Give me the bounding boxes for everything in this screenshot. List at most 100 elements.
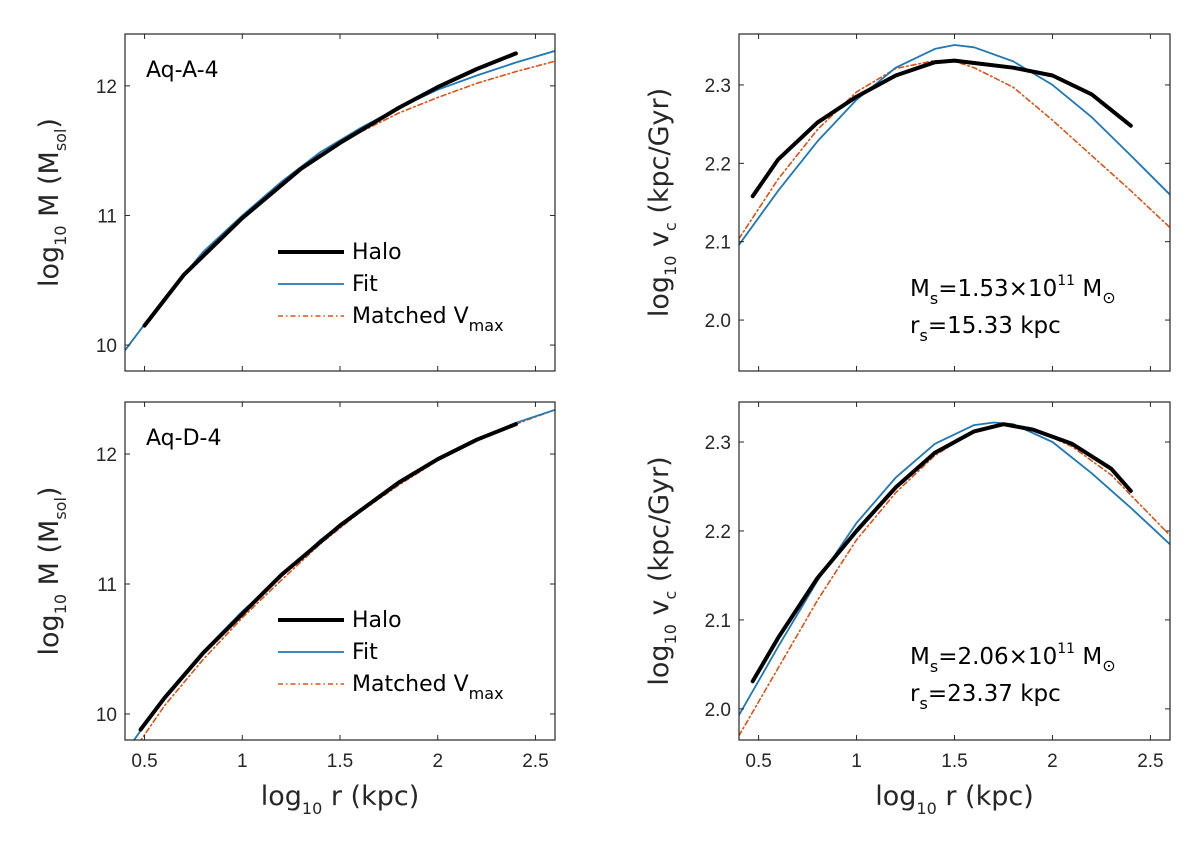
- panel-top-right-ytick-label: 2.3: [705, 76, 731, 97]
- panel-bottom-left-title: Aq-D-4: [146, 426, 221, 451]
- panel-bottom-right-xlabel-r: r (kpc): [937, 781, 1034, 812]
- panel-top-right-ylabel-units: (kpc/Gyr): [644, 88, 675, 222]
- panel-top-left-legend-sub: max: [469, 316, 504, 335]
- panel-bottom-left-legend-text-fit: Fit: [352, 640, 378, 665]
- panel-bottom-right-ytick-label: 2.0: [705, 700, 731, 721]
- panel-bottom-right-ylabel: log10 vc (kpc/Gyr): [644, 456, 680, 685]
- panel-bottom-right-xlabel-sub: 10: [916, 799, 936, 818]
- panel-bottom-right-ylabel-sub: 10: [661, 624, 680, 644]
- panel-top-right-ann-rs-prefix: r: [910, 313, 920, 339]
- panel-bottom-left-ytick-label: 12: [96, 445, 117, 466]
- panel-bottom-right-xlabel: log10 r (kpc): [875, 781, 1033, 818]
- panel-top-left-legend-label-halo: Halo: [352, 240, 402, 265]
- panel-bottom-right-ann-ms-value: =2.06×10: [938, 644, 1057, 670]
- panel-top-left-ylabel: log10 M (Msol): [34, 118, 70, 287]
- panel-bottom-left-ylabel-close: ): [34, 487, 65, 498]
- panel-top-right-ytick-label: 2.1: [705, 233, 731, 254]
- panel-bottom-right-annotation-rs: rs=23.37 kpc: [910, 681, 1061, 713]
- panel-top-right-annotation-rs: rs=15.33 kpc: [910, 313, 1061, 345]
- panel-bottom-right-series: [739, 421, 1170, 737]
- panel-bottom-left-ytick-label: 10: [96, 705, 117, 726]
- panel-bottom-right-ann-rs-sub: s: [919, 694, 927, 713]
- panel-top-left-ylabel-sub: 10: [51, 225, 70, 245]
- panel-bottom-left-legend-label-halo: Halo: [352, 608, 402, 633]
- panel-top-right-ann-ms-exp: 11: [1057, 273, 1075, 289]
- panel-top-right-ytick-label: 2.2: [705, 154, 731, 175]
- panel-top-right-ann-ms-prefix: M: [910, 276, 930, 302]
- panel-bottom-left-ylabel-m: M (M: [34, 520, 65, 594]
- panel-top-right-ann-ms-value: =1.53×10: [938, 276, 1057, 302]
- panel-bottom-right-xlabel-log: log: [875, 781, 916, 812]
- panel-top-left-ylabel-log: log: [34, 246, 65, 287]
- panel-bottom-right-annotation-ms: Ms=2.06×1011 M⊙: [910, 641, 1116, 676]
- panel-bottom-left-legend-sub: max: [469, 684, 504, 703]
- panel-bottom-left-ytick-label: 11: [97, 575, 117, 596]
- panel-top-left-ytick-label: 12: [96, 77, 117, 98]
- panel-bottom-right-ytick-label: 2.2: [705, 522, 731, 543]
- panel-top-right-ylabel-v: v: [644, 231, 675, 256]
- panel-bottom-left-xtick-label: 0.5: [131, 751, 157, 772]
- panel-bottom-left-xtick-label: 2.5: [522, 751, 548, 772]
- panel-top-right-ann-ms-sym: ⊙: [1102, 288, 1115, 307]
- panel-bottom-left-ylabel-sub: 10: [51, 594, 70, 614]
- panel-top-right-line-halo: [750, 58, 1133, 199]
- panel-bottom-left-legend-text-matched: Matched V: [352, 672, 469, 697]
- panel-top-right-ylabel-log: log: [644, 276, 675, 317]
- panel-bottom-right-ann-ms-sub: s: [930, 657, 938, 676]
- panel-bottom-right-ann-rs-prefix: r: [910, 681, 920, 707]
- panel-top-right-ann-rs-value: =15.33 kpc: [928, 313, 1061, 339]
- panel-top-left-ylabel-sol: sol: [51, 129, 70, 152]
- panel-top-left-ytick-label: 11: [97, 206, 117, 227]
- panel-top-left-ytick-label: 10: [96, 336, 117, 357]
- panel-top-left-legend-text-fit: Fit: [352, 272, 378, 297]
- panel-top-left-legend-label-matched: Matched Vmax: [352, 304, 504, 335]
- panel-top-left-line-matched: [125, 60, 555, 352]
- panel-bottom-left-xlabel-log: log: [261, 781, 302, 812]
- panel-top-right-ytick-label: 2.0: [705, 311, 731, 332]
- panel-bottom-right-xtick-label: 1: [851, 751, 862, 772]
- panel-bottom-right-line-halo: [750, 422, 1133, 684]
- panel-top-right-ylabel-sub: 10: [661, 256, 680, 276]
- panel-top-left-ylabel-close: ): [34, 118, 65, 129]
- panel-top-left-series: [125, 50, 555, 352]
- panel-bottom-left-ylabel: log10 M (Msol): [34, 487, 70, 656]
- panel-top-left-legend-text-halo: Halo: [352, 240, 402, 265]
- panel-bottom-right-ann-ms-exp: 11: [1057, 641, 1075, 657]
- panel-bottom-right-ylabel-log: log: [644, 644, 675, 685]
- panel-top-left-title: Aq-A-4: [146, 58, 219, 83]
- panel-bottom-right-ytick-label: 2.1: [705, 611, 731, 632]
- panel-bottom-left-legend-label-fit: Fit: [352, 640, 378, 665]
- panel-top-right-line-matched: [739, 59, 1170, 240]
- panel-top-left-legend-text-matched: Matched V: [352, 304, 469, 329]
- panel-bottom-left-ylabel-sol: sol: [51, 497, 70, 520]
- panel-top-right-ann-ms-sub: s: [930, 289, 938, 308]
- panel-top-left-ylabel-m: M (M: [34, 151, 65, 225]
- panel-bottom-right-xtick-label: 2.5: [1137, 751, 1163, 772]
- panel-bottom-right-ylabel-units: (kpc/Gyr): [644, 456, 675, 590]
- panel-bottom-right-ylabel-v: v: [644, 600, 675, 625]
- panel-top-left-line-fit: [125, 50, 555, 352]
- panel-top-right-ylabel-c: c: [661, 222, 680, 231]
- panel-bottom-right-ann-ms-prefix: M: [910, 644, 930, 670]
- panel-bottom-left-xlabel-sub: 10: [302, 799, 322, 818]
- panel-bottom-right-ann-rs-value: =23.37 kpc: [928, 681, 1061, 707]
- panel-top-right-annotation-ms: Ms=1.53×1011 M⊙: [910, 273, 1116, 308]
- panel-bottom-left-xtick-label: 1.5: [327, 751, 353, 772]
- panel-top-right-ylabel: log10 vc (kpc/Gyr): [644, 88, 680, 317]
- panel-top-right-series: [739, 44, 1170, 246]
- panel-top-right-line-fit: [739, 44, 1170, 246]
- panel-bottom-right-ann-ms-unit: M: [1075, 644, 1102, 670]
- panel-bottom-left-legend-text-halo: Halo: [352, 608, 402, 633]
- panel-bottom-left-xtick-label: 2: [432, 751, 443, 772]
- panel-bottom-right-xtick-label: 2: [1047, 751, 1058, 772]
- panel-bottom-right-ann-ms-sym: ⊙: [1102, 656, 1115, 675]
- panel-bottom-left-series: [132, 408, 555, 740]
- panel-bottom-left-ylabel-log: log: [34, 614, 65, 655]
- panel-top-right-ann-rs-sub: s: [919, 326, 927, 345]
- panel-bottom-left-xtick-label: 1: [237, 751, 248, 772]
- panel-bottom-right-xtick-label: 0.5: [745, 751, 771, 772]
- panel-bottom-left-xlabel-r: r (kpc): [322, 781, 419, 812]
